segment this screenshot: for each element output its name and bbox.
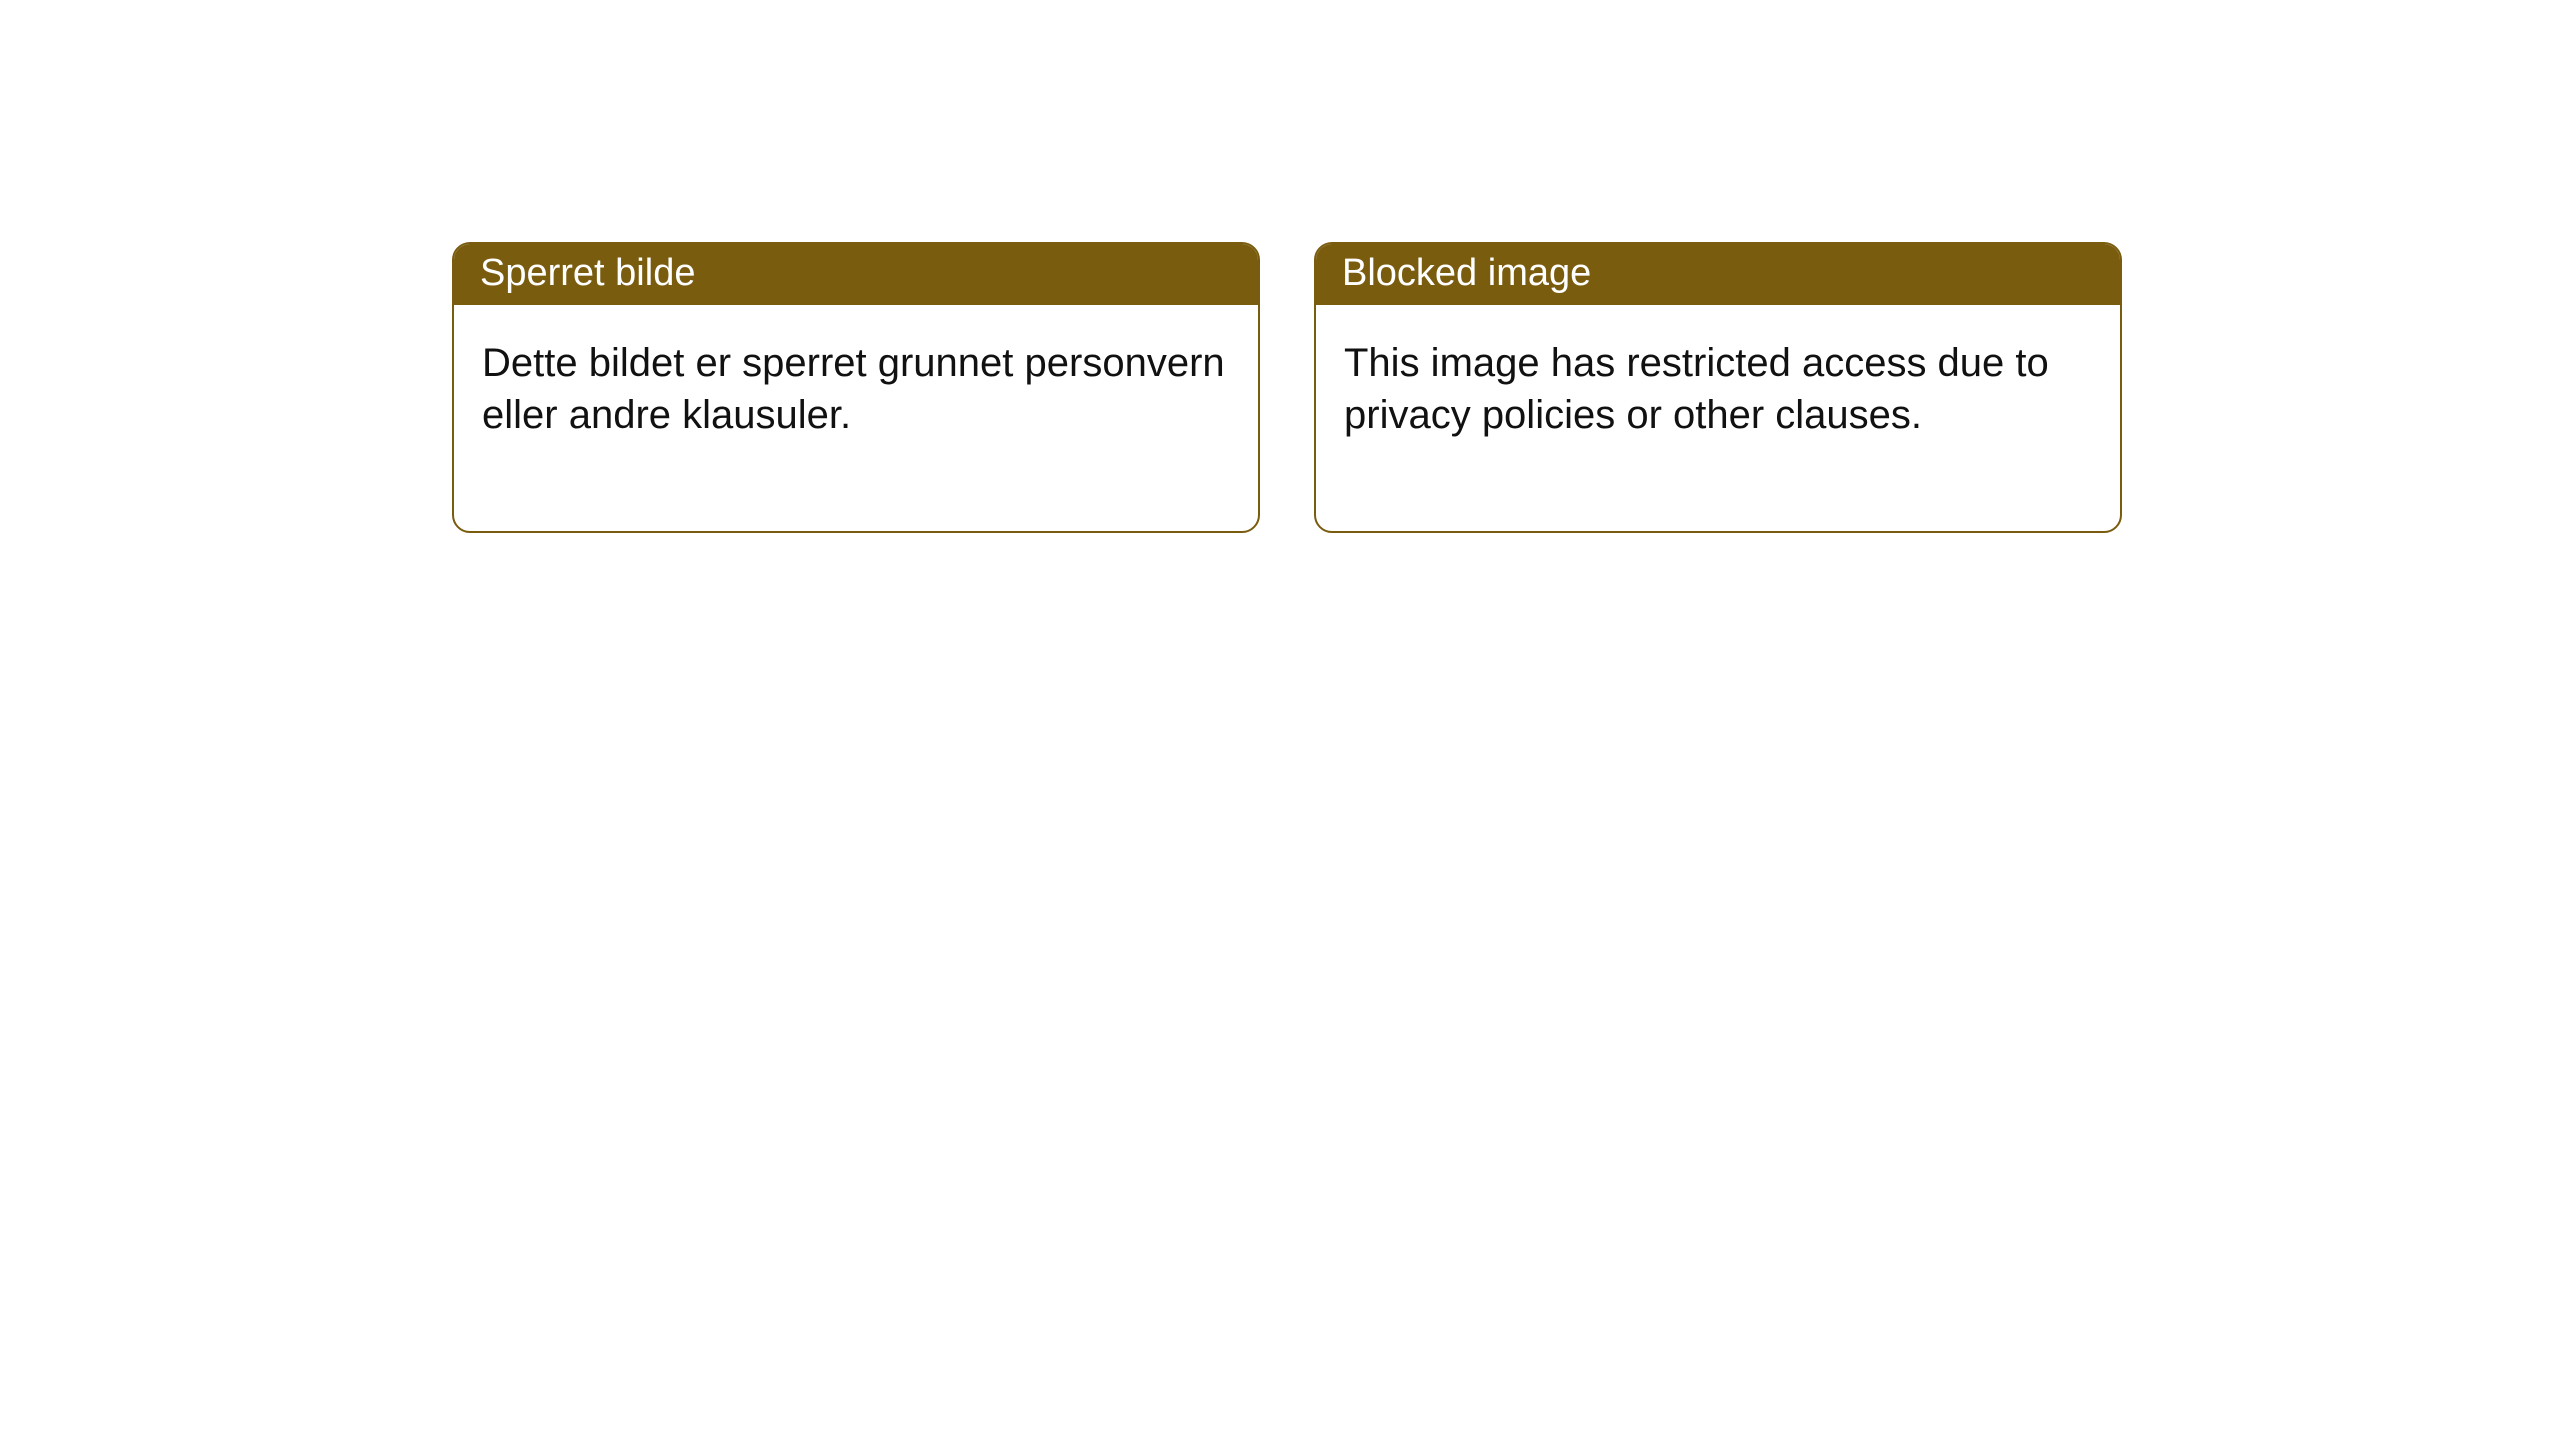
notice-card-body: Dette bildet er sperret grunnet personve… [454,305,1258,531]
notice-card-body: This image has restricted access due to … [1316,305,2120,531]
notice-card-header: Blocked image [1316,244,2120,305]
notice-card-english: Blocked image This image has restricted … [1314,242,2122,533]
notice-cards-container: Sperret bilde Dette bildet er sperret gr… [0,0,2560,533]
notice-card-norwegian: Sperret bilde Dette bildet er sperret gr… [452,242,1260,533]
notice-card-header: Sperret bilde [454,244,1258,305]
